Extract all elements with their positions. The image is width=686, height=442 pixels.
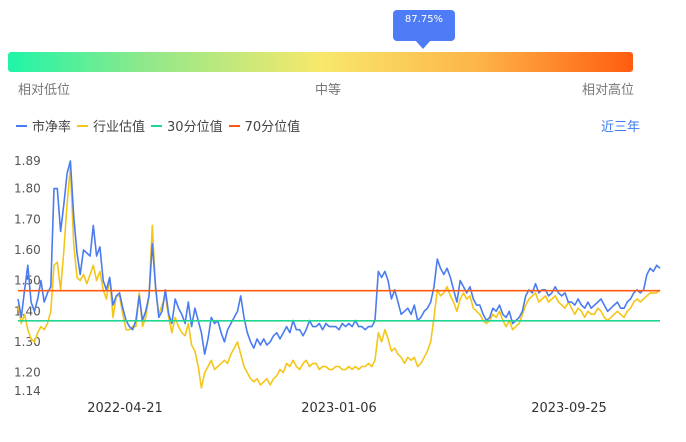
series-line-industry [17, 166, 661, 389]
x-tick-label: 2022-04-21 [87, 401, 163, 416]
x-tick-label: 2023-01-06 [301, 401, 377, 416]
legend-label-p70: 70分位值 [244, 120, 301, 135]
gauge-label-low: 相对低位 [18, 83, 71, 98]
gauge-label-mid: 中等 [315, 83, 342, 98]
legend-item-p30[interactable]: 30分位值 [151, 116, 223, 135]
percentile-tooltip: 87.75% [393, 10, 455, 49]
y-tick-label: 1.30 [14, 335, 41, 349]
y-tick-label: 1.60 [14, 243, 41, 257]
legend-item-industry[interactable]: 行业估值 [77, 116, 145, 135]
legend-swatch-p70 [228, 124, 240, 127]
y-tick-label: 1.80 [14, 182, 41, 196]
chart-legend: 市净率 行业估值 30分位值 70分位值 [16, 116, 306, 135]
series-line-pb [17, 160, 661, 356]
legend-label-p30: 30分位值 [167, 120, 223, 135]
legend-item-p70[interactable]: 70分位值 [228, 116, 301, 135]
valuation-gauge-bar [8, 52, 633, 72]
legend-label-pb: 市净率 [32, 120, 72, 135]
y-tick-label: 1.50 [14, 274, 41, 288]
y-tick-label: 1.20 [14, 366, 41, 380]
y-tick-label: 1.89 [14, 154, 41, 168]
legend-item-pb[interactable]: 市净率 [16, 116, 71, 135]
period-selector-button[interactable]: 近三年 [600, 120, 640, 135]
y-tick-label: 1.70 [14, 212, 41, 226]
legend-swatch-industry [77, 124, 89, 127]
legend-swatch-pb [16, 124, 27, 127]
legend-label-industry: 行业估值 [93, 120, 146, 135]
gauge-label-high: 相对高位 [582, 83, 635, 98]
percentile-value: 87.75% [404, 14, 444, 25]
y-tick-label: 1.14 [14, 384, 41, 398]
legend-swatch-p30 [151, 124, 163, 127]
x-tick-label: 2023-09-25 [531, 401, 607, 416]
